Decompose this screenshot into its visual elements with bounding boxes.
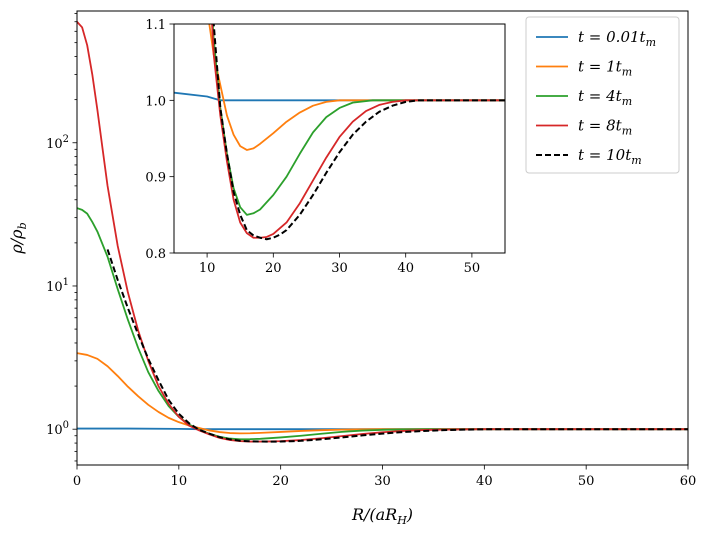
- inset-x-tick-label: 40: [397, 261, 414, 276]
- x-tick-label: 60: [680, 474, 697, 489]
- legend-label-3: t = 8tm: [578, 117, 632, 138]
- legend-label-1: t = 1tm: [578, 58, 632, 79]
- inset-y-tick-label: 0.8: [145, 247, 166, 262]
- x-axis-label: R/(aRH): [351, 505, 413, 527]
- inset-x-tick-label: 10: [199, 261, 216, 276]
- series-line-2: [77, 207, 688, 441]
- y-tick-label: 102: [46, 134, 69, 152]
- series-line-4: [106, 249, 688, 443]
- inset-series-line-3: [211, 24, 505, 239]
- inset-x-tick-label: 20: [265, 261, 282, 276]
- legend-label-0: t = 0.01tm: [578, 28, 656, 49]
- inset-y-tick-label: 0.9: [145, 171, 166, 186]
- x-tick-label: 50: [578, 474, 595, 489]
- x-tick-label: 0: [73, 474, 81, 489]
- inset-plot: 10 20 30 40 50 0.8 0.9 1.0 1.1: [145, 18, 506, 276]
- x-tick-label: 40: [476, 474, 493, 489]
- inset-x-tick-label: 50: [464, 261, 481, 276]
- x-tick-label: 20: [272, 474, 289, 489]
- legend-box: [525, 16, 680, 174]
- inset-series-line-2: [211, 24, 505, 216]
- legend-label-4: t = 10tm: [578, 146, 642, 167]
- y-tick-label: 101: [46, 277, 69, 295]
- inset-y-tick-label: 1.0: [145, 94, 166, 109]
- inset-x-tick-label: 30: [331, 261, 348, 276]
- legend-label-2: t = 4tm: [578, 87, 632, 108]
- x-tick-label: 30: [374, 474, 391, 489]
- legend: t = 0.01tm t = 1tm t = 4tm t = 8tm t = 10tm: [525, 16, 680, 174]
- inset-axes-frame: [173, 23, 506, 254]
- x-tick-label: 10: [171, 474, 188, 489]
- series-line-1: [77, 352, 688, 435]
- inset-y-tick-label: 1.1: [145, 18, 166, 33]
- y-tick-label: 100: [46, 420, 69, 438]
- main-axes-frame: [76, 10, 689, 466]
- inset-series-line-4: [212, 24, 505, 241]
- y-axis-label: ρ/ρb: [7, 222, 29, 254]
